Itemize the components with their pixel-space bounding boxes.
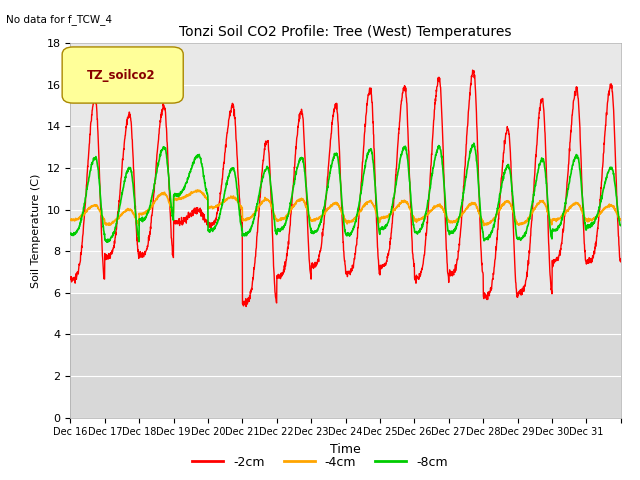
Text: TZ_soilco2: TZ_soilco2: [87, 69, 156, 82]
Text: No data for f_TCW_4: No data for f_TCW_4: [6, 14, 113, 25]
X-axis label: Time: Time: [330, 443, 361, 456]
Title: Tonzi Soil CO2 Profile: Tree (West) Temperatures: Tonzi Soil CO2 Profile: Tree (West) Temp…: [179, 25, 512, 39]
Y-axis label: Soil Temperature (C): Soil Temperature (C): [31, 173, 41, 288]
FancyBboxPatch shape: [62, 47, 183, 103]
Legend: -2cm, -4cm, -8cm: -2cm, -4cm, -8cm: [187, 451, 453, 474]
Bar: [70, 293, 621, 418]
